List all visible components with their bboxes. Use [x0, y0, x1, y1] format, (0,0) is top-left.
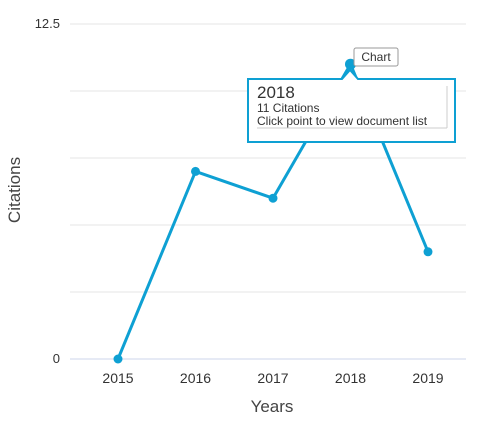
chart-label-text: Chart: [361, 50, 391, 64]
tooltip: 2018 11 Citations Click point to view do…: [247, 68, 456, 143]
data-point[interactable]: [191, 166, 200, 176]
grid: [70, 23, 466, 360]
y-axis-title: Citations: [5, 157, 24, 223]
x-axis-ticks: 2015 2016 2017 2018 2019: [102, 370, 443, 386]
y-axis-ticks: 012.5: [35, 16, 60, 366]
data-point[interactable]: [113, 354, 123, 364]
tooltip-line-2: Click point to view document list: [257, 114, 428, 128]
x-tick-label: 2015: [102, 370, 133, 386]
data-point[interactable]: [345, 58, 356, 70]
chart-label: Chart: [353, 47, 399, 67]
tooltip-title: 2018: [257, 83, 295, 102]
y-tick-label: 12.5: [35, 16, 60, 31]
x-tick-label: 2018: [335, 370, 366, 386]
x-tick-label: 2019: [412, 370, 443, 386]
y-tick-label: 0: [53, 351, 60, 366]
x-tick-label: 2017: [257, 370, 288, 386]
chart-label-box: [353, 47, 399, 67]
data-point[interactable]: [423, 247, 433, 257]
data-point[interactable]: [268, 193, 278, 203]
x-tick-label: 2016: [180, 370, 211, 386]
tooltip-box: [247, 68, 456, 143]
x-axis-title: Years: [251, 397, 294, 416]
tooltip-line-1: 11 Citations: [257, 101, 319, 115]
